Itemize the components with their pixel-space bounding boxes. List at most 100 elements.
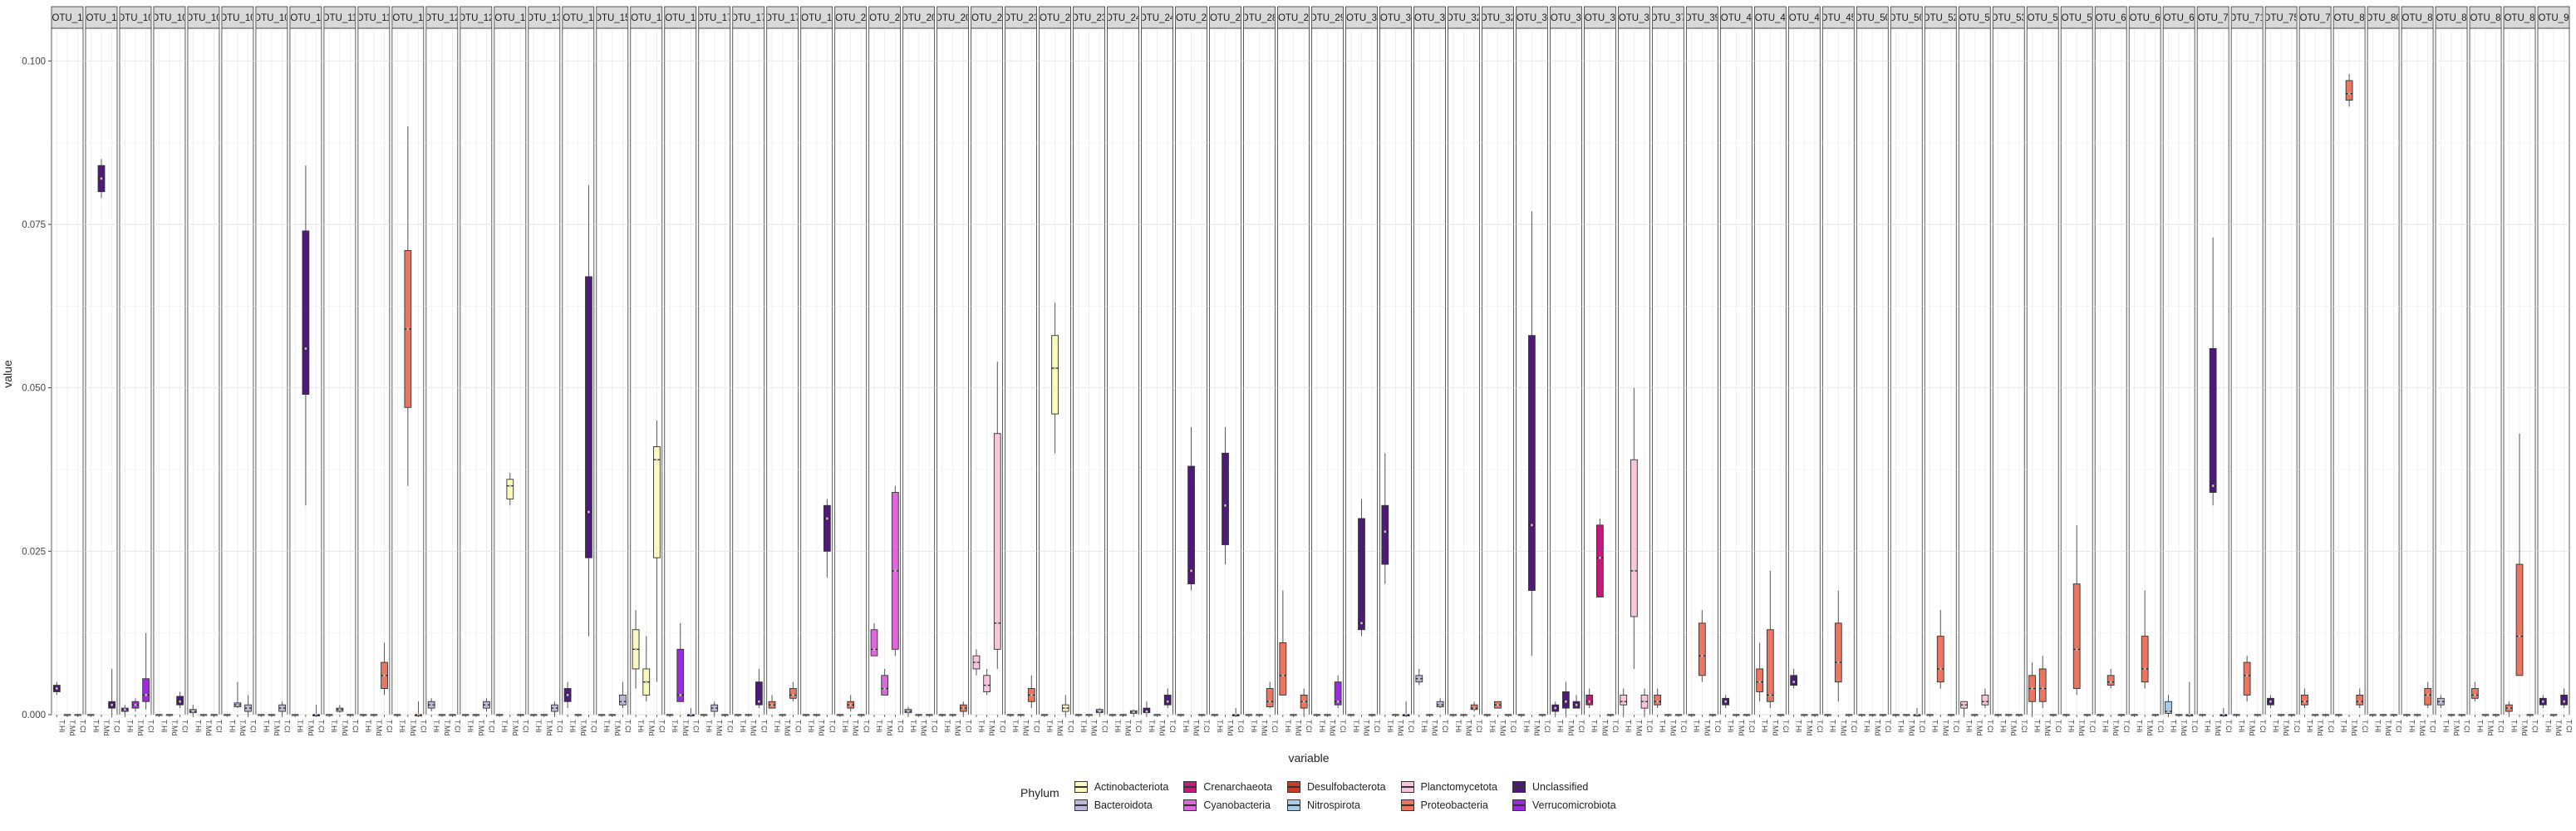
- strip-label: OTU_52: [1923, 13, 1959, 23]
- facet-panel: OTU_3 T.Hi T.Md T.Cl: [1583, 6, 1620, 736]
- strip-label: OTU_45: [1821, 13, 1856, 23]
- box-T.Md: [404, 126, 412, 486]
- x-tick-label: T.Hi: [330, 720, 338, 733]
- facet-panel: OTU_15 T.Hi T.Md T.Cl: [596, 6, 632, 736]
- x-tick-label: T.Hi: [2169, 720, 2177, 733]
- jitter-point: [1132, 711, 1135, 714]
- box-T.Cl: [1470, 701, 1478, 712]
- box-T.Hi: [2028, 662, 2036, 715]
- x-tick-label: T.Hi: [500, 720, 509, 733]
- jitter-point: [975, 661, 978, 664]
- jitter-point: [1472, 706, 1476, 710]
- jitter-point: [247, 706, 250, 710]
- x-tick-label: T.Md: [886, 720, 894, 736]
- legend-label: Cyanobacteria: [1203, 799, 1271, 811]
- x-tick-label: T.Cl: [1611, 720, 1620, 733]
- x-tick-label: T.Cl: [2020, 720, 2028, 733]
- box-body: [1051, 335, 1059, 415]
- strip-background: [630, 6, 663, 29]
- x-tick-label: T.Md: [409, 720, 417, 736]
- x-tick-label: T.Cl: [215, 720, 224, 733]
- x-tick-label: T.Hi: [1011, 720, 1020, 733]
- x-tick-label: T.Hi: [2544, 720, 2552, 733]
- legend-item: Cyanobacteria: [1183, 796, 1272, 814]
- x-tick-label: T.Hi: [807, 720, 815, 733]
- facet-panel: OTU_3 T.Hi T.Md T.Cl: [1617, 6, 1654, 736]
- box-T.Md: [676, 622, 685, 702]
- box-body: [2470, 688, 2479, 699]
- jitter-point: [1030, 693, 1033, 696]
- box-T.Cl: [619, 681, 627, 709]
- legend-item: Proteobacteria: [1400, 796, 1497, 814]
- strip-label: OTU_9: [2538, 13, 2569, 23]
- x-tick-label: T.Cl: [1577, 720, 1585, 733]
- box-body: [302, 230, 310, 395]
- x-tick-label: T.Cl: [2293, 720, 2301, 733]
- facet-panel: OTU_37 T.Hi T.Md T.Cl: [1651, 6, 1688, 736]
- facet-panel: OTU_3 T.Hi T.Md T.Cl: [1379, 6, 1415, 736]
- jitter-point: [1166, 700, 1169, 703]
- facet-panel: OTU_50 T.Hi T.Md T.Cl: [1890, 6, 1926, 736]
- jitter-point: [1792, 681, 1796, 684]
- jitter-point: [1575, 703, 1578, 706]
- x-tick-label: T.Md: [852, 720, 860, 736]
- strip-label: OTU_5: [1959, 13, 1990, 23]
- x-tick-label: T.Hi: [909, 720, 917, 733]
- box-T.Md: [1528, 211, 1536, 656]
- x-tick-label: T.Hi: [1727, 720, 1735, 733]
- strip-background: [2162, 6, 2195, 29]
- box-T.Cl: [1027, 675, 1035, 709]
- facet-panel: OTU_32 T.Hi T.Md T.Cl: [1482, 6, 1517, 736]
- x-tick-label: T.Cl: [2122, 720, 2131, 733]
- x-tick-label: T.Md: [1227, 720, 1235, 736]
- strip-label: OTU_3: [1551, 13, 1581, 23]
- x-tick-label: T.Md: [307, 720, 315, 736]
- facet-panel: OTU_20 T.Hi T.Md T.Cl: [902, 6, 938, 736]
- box-body: [1279, 642, 1287, 696]
- x-tick-label: T.Cl: [1645, 720, 1654, 733]
- strip-label: OTU_29: [1310, 13, 1345, 23]
- facet-panel: OTU_12 T.Hi T.Md T.Cl: [460, 6, 495, 736]
- box-body: [2560, 694, 2569, 706]
- box-body: [1766, 629, 1774, 702]
- strip-background: [2537, 6, 2570, 29]
- x-tick-label: T.Hi: [1488, 720, 1497, 733]
- x-tick-label: T.Cl: [2565, 720, 2574, 733]
- box-T.Hi: [1381, 453, 1389, 584]
- legend-item: Crenarchaeota: [1183, 778, 1272, 796]
- strip-label: OTU_2: [1040, 13, 1070, 23]
- box-T.Md: [2243, 656, 2251, 702]
- strip-label: OTU_13: [526, 13, 562, 23]
- x-tick-label: T.Cl: [828, 720, 836, 733]
- x-tick-label: T.Md: [715, 720, 724, 736]
- x-tick-label: T.Md: [1090, 720, 1099, 736]
- jitter-point: [1700, 654, 1703, 657]
- box-body: [1562, 691, 1570, 709]
- strip-label: OTU_6: [2096, 13, 2126, 23]
- x-tick-label: T.Cl: [2429, 720, 2437, 733]
- facet-panel: OTU_3 T.Hi T.Md T.Cl: [1345, 6, 1381, 736]
- facet-panel: OTU_5 T.Hi T.Md T.Cl: [2060, 6, 2097, 736]
- x-tick-label: T.Cl: [2497, 720, 2505, 733]
- box-T.Hi: [870, 622, 878, 656]
- x-tick-label: T.Cl: [896, 720, 904, 733]
- x-tick-label: T.Hi: [1284, 720, 1292, 733]
- strip-label: OTU_12: [424, 13, 460, 23]
- x-tick-label: T.Hi: [125, 720, 134, 733]
- facet-panel: OTU_10 T.Hi T.Md T.Cl: [153, 6, 189, 736]
- legend-title: Phylum: [1020, 786, 1059, 799]
- facet-panel: OTU_7 T.Hi T.Md T.Cl: [2298, 6, 2335, 736]
- facet-panel: OTU_24 T.Hi T.Md T.Cl: [1107, 6, 1143, 736]
- box-body: [2209, 348, 2217, 493]
- facet-panel: OTU_11 T.Hi T.Md T.Cl: [357, 6, 394, 736]
- jitter-point: [2358, 700, 2362, 703]
- strip-label: OTU_1: [86, 13, 116, 23]
- x-tick-label: T.Hi: [1250, 720, 1258, 733]
- box-T.Md: [1766, 570, 1774, 709]
- jitter-point: [236, 703, 239, 706]
- facet-panel: OTU_1 T.Hi T.Md T.Cl: [289, 6, 326, 736]
- jitter-point: [2426, 693, 2430, 696]
- jitter-point: [1438, 703, 1442, 706]
- jitter-point: [1656, 700, 1659, 703]
